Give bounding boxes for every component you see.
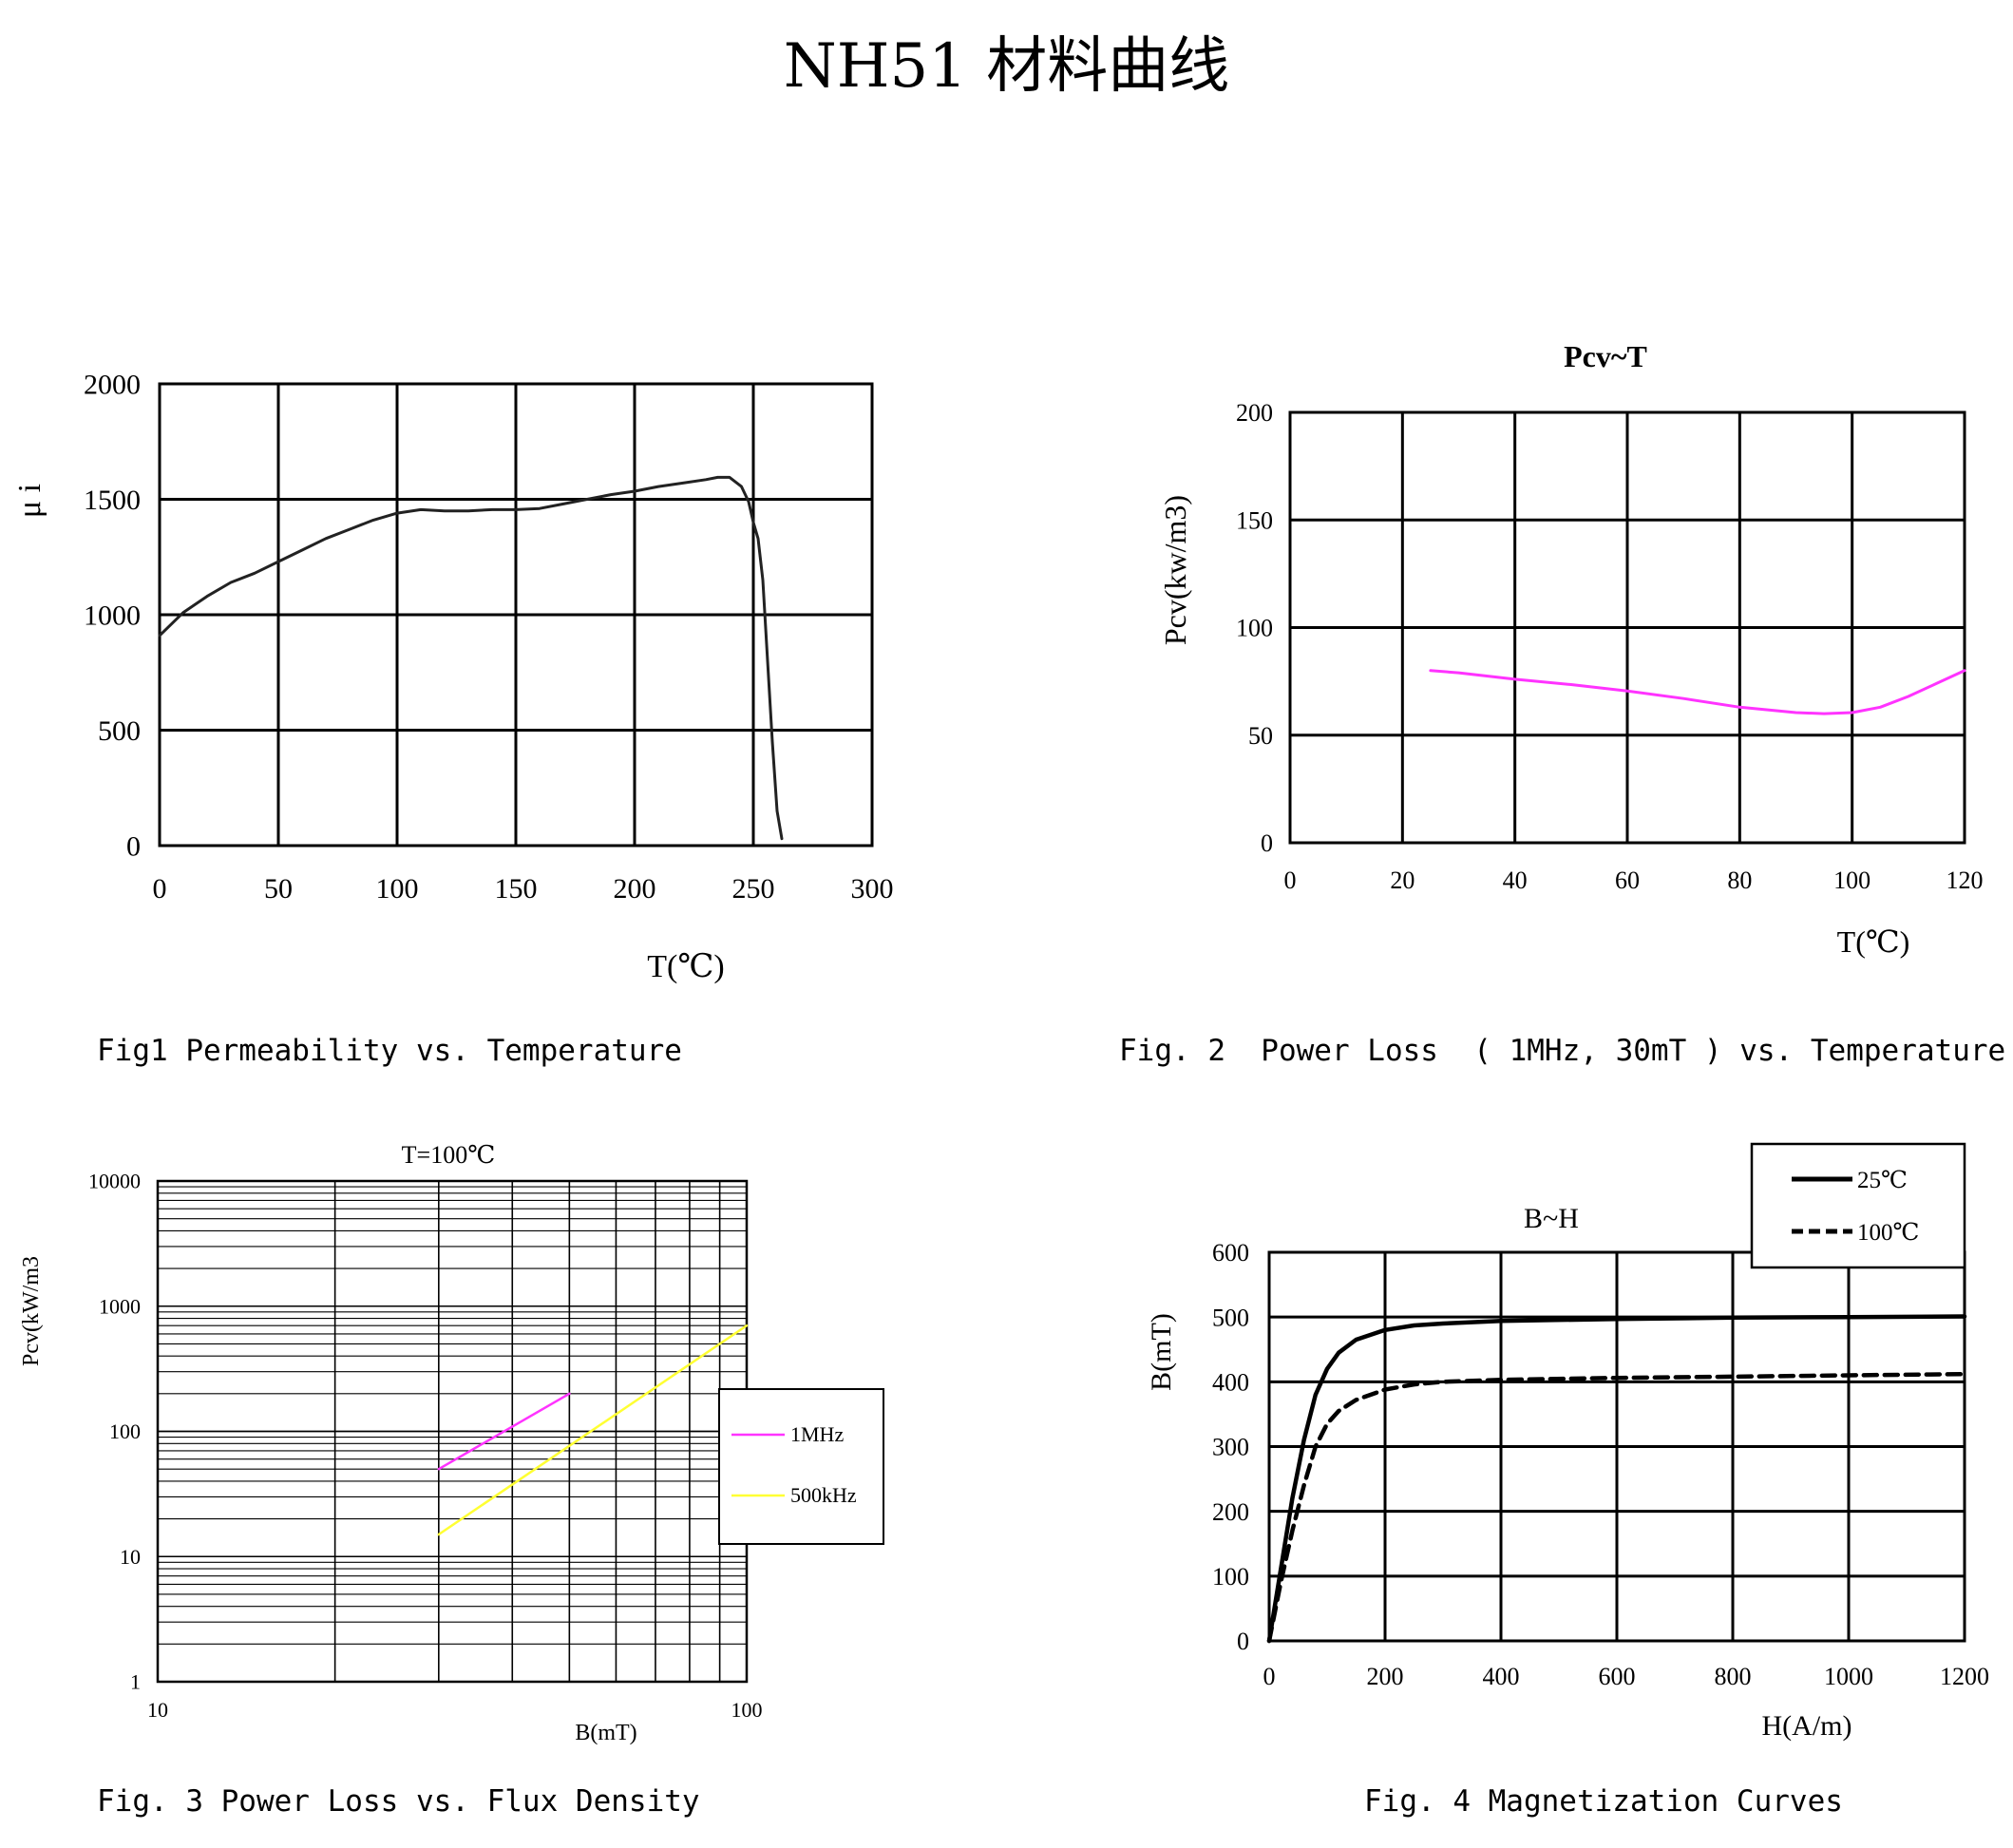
chart3-y-tick-label: 1000 <box>99 1294 141 1318</box>
chart4-legend-box <box>1750 1142 1966 1269</box>
chart2-y-tick-label: 200 <box>1236 399 1273 427</box>
chart2-x-tick-label: 40 <box>1503 867 1528 894</box>
chart4-y-axis-label: B(mT) <box>1146 1313 1177 1391</box>
chart4-x-tick-label: 800 <box>1715 1663 1752 1690</box>
chart1-x-axis-label: T(℃) <box>647 949 724 984</box>
chart4-x-axis-label: H(A/m) <box>1762 1710 1852 1742</box>
chart4-series-line-0 <box>1266 1314 1967 1644</box>
chart4-plot-frame <box>1267 1250 1966 1643</box>
chart3-y-tick-label: 10 <box>120 1545 141 1569</box>
chart2-x-tick-label: 20 <box>1390 867 1415 894</box>
chart2-x-axis-label: T(℃) <box>1837 924 1910 959</box>
chart1-x-tick-label: 300 <box>851 873 894 905</box>
chart1-y-tick-label: 500 <box>98 715 141 747</box>
chart3-y-tick-label: 1 <box>130 1670 141 1694</box>
chart4-x-tick-label: 600 <box>1599 1663 1636 1690</box>
chart1-x-tick-label: 100 <box>376 873 419 905</box>
chart3-legend-label: 1MHz <box>790 1422 844 1446</box>
chart2-x-tick-label: 80 <box>1727 867 1752 894</box>
chart3-x-axis-label: B(mT) <box>575 1721 636 1745</box>
chart2-title: Pcv~T <box>1564 339 1647 373</box>
chart3-x-tick-label: 100 <box>731 1698 763 1722</box>
chart2-y-tick-label: 0 <box>1261 829 1273 857</box>
chart1-x-tick-label: 50 <box>264 873 293 905</box>
chart3-y-tick-label: 100 <box>109 1419 141 1443</box>
chart3-title: T=100℃ <box>402 1141 496 1169</box>
chart2-y-axis-label: Pcv(kw/m3) <box>1158 495 1192 645</box>
chart1-y-axis-label: μ i <box>12 484 47 518</box>
chart2-series-line <box>1429 669 1966 715</box>
chart4-x-tick-label: 1200 <box>1940 1663 1989 1690</box>
chart2-y-tick-label: 100 <box>1236 615 1273 642</box>
chart4-legend-label: 100℃ <box>1857 1220 1919 1246</box>
chart1-y-tick-label: 1500 <box>84 485 141 516</box>
chart2-plot-frame <box>1288 410 1966 845</box>
chart4-y-tick-label: 200 <box>1212 1498 1249 1526</box>
chart3-x-tick-label: 10 <box>147 1698 168 1722</box>
chart3-y-tick-label: 10000 <box>88 1170 141 1193</box>
chart2-x-tick-label: 120 <box>1947 867 1984 894</box>
chart4-x-tick-label: 400 <box>1483 1663 1520 1690</box>
chart4-y-tick-label: 0 <box>1237 1628 1249 1655</box>
chart2-y-tick-label: 150 <box>1236 506 1273 534</box>
caption-fig2: Fig. 2 Power Loss ( 1MHz, 30mT ) vs. Tem… <box>1119 1034 2006 1068</box>
chart3-legend-box <box>718 1388 884 1545</box>
chart4-y-tick-label: 500 <box>1212 1304 1249 1331</box>
chart4-y-tick-label: 600 <box>1212 1239 1249 1267</box>
chart4-x-tick-label: 0 <box>1263 1663 1276 1690</box>
chart3-series-line-1 <box>437 1324 749 1536</box>
chart2-x-tick-label: 100 <box>1833 867 1871 894</box>
chart1-plot-frame <box>158 382 874 848</box>
chart3-y-axis-label: Pcv(kW/m3 <box>19 1256 44 1366</box>
chart1-y-tick-label: 2000 <box>84 370 141 401</box>
chart2-x-tick-label: 60 <box>1615 867 1640 894</box>
chart4-legend-label: 25℃ <box>1857 1168 1908 1193</box>
caption-fig3: Fig. 3 Power Loss vs. Flux Density <box>97 1784 700 1819</box>
caption-fig1: Fig1 Permeability vs. Temperature <box>97 1034 682 1068</box>
chart4-y-tick-label: 100 <box>1212 1563 1249 1591</box>
chart3-legend-label: 500kHz <box>790 1483 857 1507</box>
chart1-x-tick-label: 250 <box>732 873 775 905</box>
page-title: NH51 材料曲线 <box>783 31 1230 102</box>
chart4-x-tick-label: 1000 <box>1824 1663 1873 1690</box>
chart4-y-tick-label: 300 <box>1212 1434 1249 1461</box>
chart1-y-tick-label: 1000 <box>84 600 141 632</box>
chart1-x-tick-label: 150 <box>495 873 538 905</box>
chart1-x-tick-label: 200 <box>614 873 656 905</box>
chart4-title: B~H <box>1524 1203 1579 1234</box>
chart2-y-tick-label: 50 <box>1248 722 1273 750</box>
chart1-y-tick-label: 0 <box>126 831 141 863</box>
caption-fig4: Fig. 4 Magnetization Curves <box>1364 1784 1843 1819</box>
chart1-series-line <box>158 475 784 841</box>
chart4-series-line-1 <box>1266 1371 1967 1644</box>
chart4-y-tick-label: 400 <box>1212 1368 1249 1396</box>
chart2-x-tick-label: 0 <box>1284 867 1297 894</box>
chart3-series-line-0 <box>437 1392 571 1471</box>
chart1-x-tick-label: 0 <box>153 873 167 905</box>
chart4-x-tick-label: 200 <box>1367 1663 1404 1690</box>
